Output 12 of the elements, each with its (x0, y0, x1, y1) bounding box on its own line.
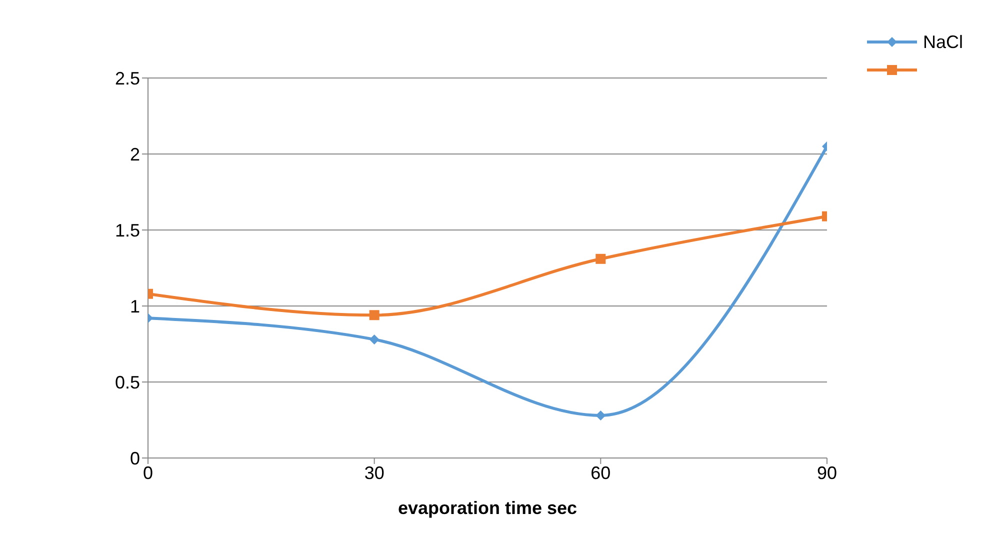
y-tick-label: 1.5 (114, 220, 140, 240)
legend-label: NaCl (922, 32, 963, 52)
x-tick-label: 90 (816, 462, 837, 483)
y-tick-label: 0.5 (114, 372, 140, 392)
y-tick-label: 2.5 (114, 68, 140, 88)
x-tick-label: 60 (590, 462, 611, 483)
y-tick-label: 0 (130, 448, 140, 468)
x-tick-label: 0 (142, 462, 154, 483)
y-tick-label: 1 (130, 296, 140, 316)
y-tick-label: 2 (130, 144, 140, 164)
x-tick-label: 30 (364, 462, 384, 483)
x-axis-title: evaporation time sec (398, 498, 578, 518)
